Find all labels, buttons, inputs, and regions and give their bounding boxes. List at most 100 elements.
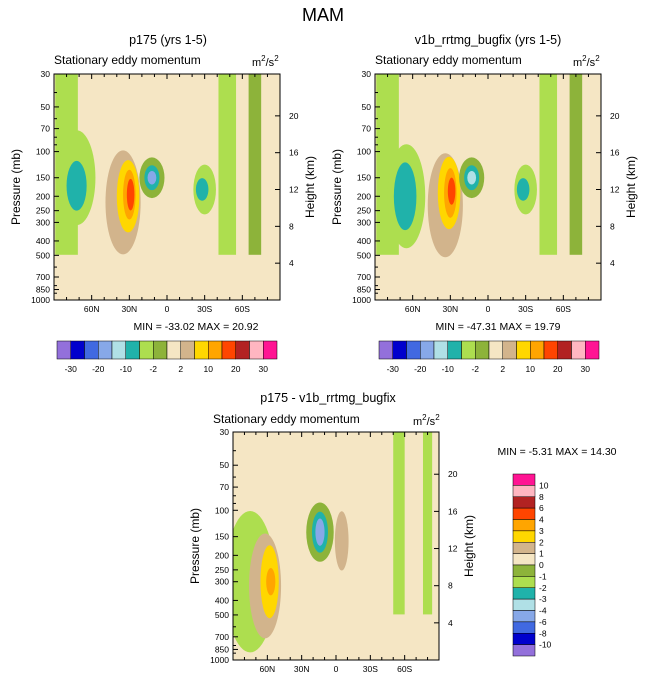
- panel-stats: MIN = -5.31 MAX = 14.30: [497, 446, 616, 458]
- colorbar-swatch: [194, 340, 209, 360]
- height-tick-label: 8: [610, 221, 615, 231]
- height-tick-label: 20: [289, 111, 299, 121]
- colorbar-label: 6: [539, 503, 544, 513]
- contour-band: [569, 74, 583, 255]
- pressure-tick-label: 150: [36, 173, 50, 183]
- panel-title: p175 (yrs 1-5): [129, 33, 207, 47]
- panel-difference: p175 - v1b_rrtmg_bugfix Stationary eddy …: [188, 391, 617, 674]
- contour-region: [334, 511, 349, 571]
- lat-tick-label: 30S: [363, 664, 378, 674]
- colorbar-swatch: [512, 610, 536, 623]
- colorbar-swatch: [557, 340, 572, 360]
- suptitle: MAM: [302, 5, 344, 25]
- y-axis-label-right: Height (km): [303, 156, 317, 218]
- height-tick-label: 12: [448, 544, 458, 554]
- colorbar-swatch: [512, 564, 536, 577]
- contour-region: [315, 518, 325, 546]
- colorbar-label: -4: [539, 606, 547, 616]
- height-tick-label: 12: [289, 185, 299, 195]
- colorbar-swatch: [125, 340, 140, 360]
- colorbar-label: -1: [539, 571, 547, 581]
- height-tick-label: 4: [448, 618, 453, 628]
- colorbar-label: 20: [231, 364, 241, 374]
- colorbar-label: 3: [539, 526, 544, 536]
- colorbar-label: 30: [581, 364, 591, 374]
- colorbar-swatch: [139, 340, 154, 360]
- pressure-tick-label: 100: [36, 147, 50, 157]
- colorbar-label: 20: [553, 364, 563, 374]
- lat-tick-label: 30N: [294, 664, 310, 674]
- pressure-tick-label: 100: [357, 147, 371, 157]
- colorbar-swatch: [512, 473, 536, 486]
- colorbar-swatch: [70, 340, 85, 360]
- lat-tick-label: 30N: [443, 304, 459, 314]
- panel-units: m2/s2: [573, 54, 600, 69]
- colorbar-swatch: [516, 340, 531, 360]
- colorbar-swatch: [512, 633, 536, 645]
- pressure-tick-label: 400: [215, 595, 229, 605]
- contour-region: [447, 177, 456, 205]
- pressure-tick-label: 250: [357, 206, 371, 216]
- colorbar-label: -3: [539, 594, 547, 604]
- colorbar-swatch: [378, 340, 393, 360]
- height-tick-label: 12: [610, 185, 620, 195]
- colorbar-label: 2: [500, 364, 505, 374]
- colorbar-label: -6: [539, 617, 547, 627]
- colorbar-swatch: [512, 485, 536, 497]
- colorbar-swatch: [512, 553, 536, 566]
- panel-title: p175 - v1b_rrtmg_bugfix: [260, 391, 396, 405]
- height-tick-label: 4: [610, 258, 615, 268]
- colorbar-swatch: [98, 340, 113, 360]
- colorbar-label: 0: [539, 560, 544, 570]
- colorbar-label: -8: [539, 628, 547, 638]
- contour-region: [195, 178, 209, 201]
- colorbar-swatch: [249, 340, 264, 360]
- pressure-tick-label: 850: [357, 285, 371, 295]
- lat-tick-label: 60N: [260, 664, 276, 674]
- contour-field: [233, 432, 439, 660]
- contour-region: [467, 170, 477, 185]
- panel-title: v1b_rrtmg_bugfix (yrs 1-5): [415, 33, 562, 47]
- height-tick-label: 16: [289, 148, 299, 158]
- colorbar-swatch: [530, 340, 545, 360]
- pressure-tick-label: 400: [36, 236, 50, 246]
- pressure-tick-label: 200: [357, 191, 371, 201]
- pressure-tick-label: 500: [36, 250, 50, 260]
- colorbar-swatch: [571, 340, 586, 360]
- contour-band: [218, 74, 237, 255]
- pressure-tick-label: 250: [215, 565, 229, 575]
- pressure-tick-label: 70: [362, 124, 372, 134]
- colorbar-swatch: [166, 340, 181, 360]
- contour-region: [147, 170, 157, 185]
- lat-tick-label: 0: [165, 304, 170, 314]
- contour-band: [422, 432, 433, 615]
- panel-units: m2/s2: [413, 413, 440, 428]
- height-tick-label: 20: [610, 111, 620, 121]
- pressure-tick-label: 100: [215, 505, 229, 515]
- colorbar-swatch: [512, 542, 536, 554]
- lat-tick-label: 30N: [122, 304, 138, 314]
- pressure-tick-label: 1000: [31, 295, 50, 305]
- contour-region: [516, 178, 530, 201]
- colorbar-swatch: [406, 340, 421, 360]
- contour-band: [539, 74, 558, 255]
- lat-tick-label: 0: [486, 304, 491, 314]
- colorbar-swatch: [420, 340, 435, 360]
- contour-region: [66, 160, 87, 211]
- pressure-tick-label: 300: [215, 577, 229, 587]
- colorbar-label: -10: [442, 364, 455, 374]
- panel-v1b-rrtmg-bugfix: v1b_rrtmg_bugfix (yrs 1-5) Stationary ed…: [330, 33, 638, 333]
- colorbar-swatch: [488, 340, 503, 360]
- pressure-tick-label: 70: [220, 482, 230, 492]
- contour-band: [393, 432, 405, 615]
- pressure-tick-label: 500: [357, 250, 371, 260]
- pressure-tick-label: 200: [215, 550, 229, 560]
- pressure-tick-label: 300: [357, 217, 371, 227]
- colorbar-label: -30: [387, 364, 400, 374]
- colorbar-label: -2: [471, 364, 479, 374]
- colorbar-label: -10: [120, 364, 133, 374]
- pressure-tick-label: 200: [36, 191, 50, 201]
- lat-tick-label: 30S: [197, 304, 212, 314]
